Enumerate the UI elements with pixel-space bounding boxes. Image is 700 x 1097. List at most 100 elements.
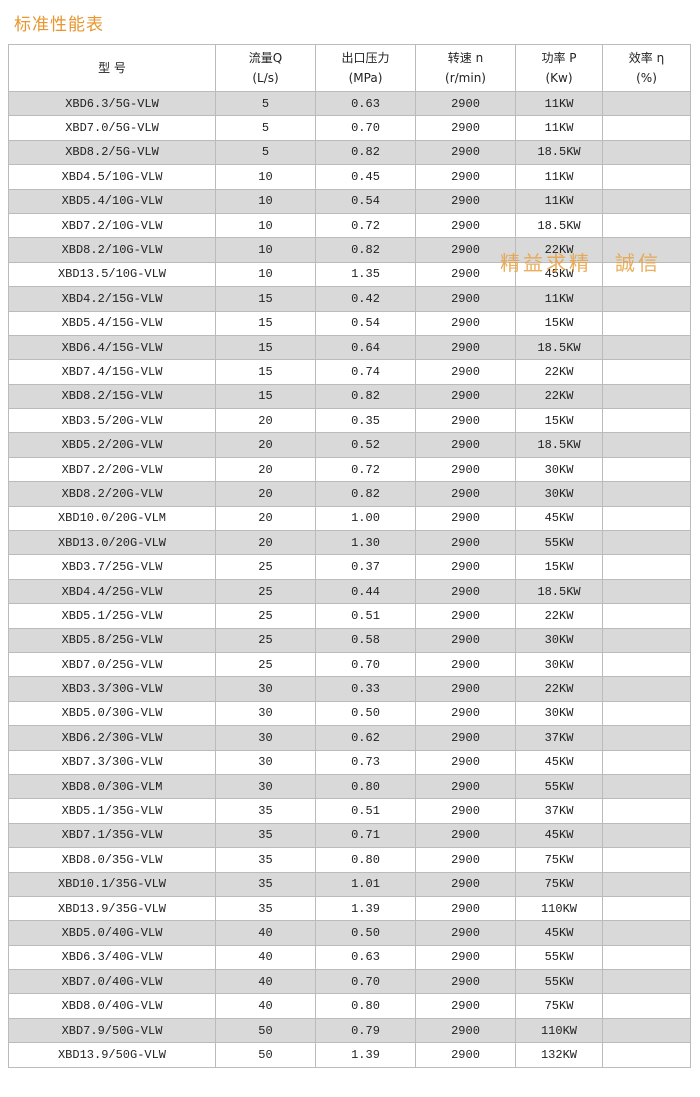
header-text: (Kw): [545, 71, 573, 85]
table-cell: XBD5.1/35G-VLW: [8, 798, 216, 824]
table-cell: 25: [215, 578, 316, 605]
table-cell: XBD5.0/40G-VLW: [8, 920, 216, 946]
table-cell: [602, 798, 691, 824]
table-cell: 30: [215, 700, 316, 727]
table-cell: 0.44: [315, 578, 416, 605]
table-cell: 0.82: [315, 139, 416, 166]
table-cell: 45KW: [515, 920, 603, 946]
table-cell: 35: [215, 822, 316, 849]
table-cell: [602, 334, 691, 361]
table-cell: 2900: [415, 530, 516, 556]
header-text: (r/min): [445, 71, 486, 85]
table-row: XBD7.0/5G-VLW 5 0.70 2900 11KW: [8, 115, 691, 141]
table-cell: 2900: [415, 115, 516, 141]
table-cell: XBD7.0/5G-VLW: [8, 115, 216, 141]
table-cell: 0.33: [315, 676, 416, 702]
table-cell: 22KW: [515, 603, 603, 629]
table-cell: 110KW: [515, 895, 603, 922]
performance-table: 型 号 流量Q (L/s) 出口压力 (MPa) 转速 n (r/min) 功率 P (Kw) 效…: [8, 44, 691, 1068]
table-cell: 0.72: [315, 456, 416, 483]
table-cell: 0.70: [315, 115, 416, 141]
table-cell: 2900: [415, 920, 516, 946]
table-cell: XBD3.3/30G-VLW: [8, 676, 216, 702]
table-cell: 11KW: [515, 188, 603, 214]
header-cell: 功率 P (Kw): [515, 44, 603, 92]
table-row: XBD3.3/30G-VLW 30 0.33 2900 22KW: [8, 676, 691, 702]
table-cell: 10: [215, 261, 316, 288]
table-cell: 37KW: [515, 798, 603, 824]
table-cell: 2900: [415, 188, 516, 214]
table-cell: 11KW: [515, 164, 603, 190]
table-cell: XBD8.2/15G-VLW: [8, 383, 216, 410]
table-cell: 11KW: [515, 286, 603, 312]
table-cell: 20: [215, 505, 316, 532]
table-row: XBD7.2/10G-VLW 10 0.72 2900 18.5KW: [8, 212, 691, 239]
table-row: XBD5.0/30G-VLW 30 0.50 2900 30KW: [8, 700, 691, 727]
table-cell: 22KW: [515, 676, 603, 702]
table-cell: 55KW: [515, 969, 603, 995]
table-cell: 55KW: [515, 530, 603, 556]
table-cell: XBD8.2/10G-VLW: [8, 237, 216, 263]
table-cell: XBD5.2/20G-VLW: [8, 432, 216, 458]
table-cell: 18.5KW: [515, 139, 603, 166]
table-cell: [602, 90, 691, 117]
table-cell: 20: [215, 408, 316, 434]
table-row: XBD5.4/15G-VLW 15 0.54 2900 15KW: [8, 310, 691, 336]
table-cell: 10: [215, 188, 316, 214]
table-cell: 15: [215, 334, 316, 361]
table-cell: XBD8.0/35G-VLW: [8, 847, 216, 873]
table-cell: 22KW: [515, 359, 603, 385]
table-cell: 2900: [415, 847, 516, 873]
table-cell: XBD3.5/20G-VLW: [8, 408, 216, 434]
table-row: XBD13.9/50G-VLW 50 1.39 2900 132KW: [8, 1042, 691, 1068]
table-cell: 35: [215, 871, 316, 897]
table-cell: 25: [215, 603, 316, 629]
table-row: XBD7.1/35G-VLW 35 0.71 2900 45KW: [8, 822, 691, 849]
table-cell: [602, 310, 691, 336]
table-cell: 40: [215, 944, 316, 971]
table-cell: 2900: [415, 334, 516, 361]
table-cell: 2900: [415, 822, 516, 849]
table-cell: [602, 847, 691, 873]
table-cell: 22KW: [515, 237, 603, 263]
table-cell: 35: [215, 847, 316, 873]
table-row: XBD4.5/10G-VLW 10 0.45 2900 11KW: [8, 164, 691, 190]
table-cell: 0.54: [315, 188, 416, 214]
table-cell: XBD8.0/40G-VLW: [8, 993, 216, 1019]
table-cell: 0.58: [315, 627, 416, 653]
table-cell: 30KW: [515, 700, 603, 727]
table-cell: XBD6.3/40G-VLW: [8, 944, 216, 971]
watermark: 精益求精 誠信: [500, 251, 661, 275]
table-cell: 2900: [415, 725, 516, 751]
table-cell: 0.63: [315, 90, 416, 117]
table-cell: 45KW: [515, 749, 603, 775]
table-cell: [602, 1042, 691, 1068]
table-cell: 45KW: [515, 822, 603, 849]
table-cell: 2900: [415, 432, 516, 458]
table-row: XBD5.1/35G-VLW 35 0.51 2900 37KW: [8, 798, 691, 824]
table-cell: 0.70: [315, 651, 416, 678]
table-cell: 2900: [415, 578, 516, 605]
table-row: XBD8.0/35G-VLW 35 0.80 2900 75KW: [8, 847, 691, 873]
table-cell: 11KW: [515, 90, 603, 117]
table-cell: [602, 1017, 691, 1044]
header-text: 效率 η: [628, 51, 665, 65]
table-cell: XBD7.2/10G-VLW: [8, 212, 216, 239]
table-cell: [602, 286, 691, 312]
header-text: 出口压力: [341, 51, 390, 65]
table-cell: 0.52: [315, 432, 416, 458]
table-cell: 2900: [415, 969, 516, 995]
table-cell: XBD7.0/40G-VLW: [8, 969, 216, 995]
table-cell: 45KW: [515, 505, 603, 532]
table-cell: 2900: [415, 676, 516, 702]
table-cell: 20: [215, 481, 316, 507]
table-row: XBD7.9/50G-VLW 50 0.79 2900 110KW: [8, 1017, 691, 1044]
table-cell: 30KW: [515, 456, 603, 483]
table-cell: 2900: [415, 139, 516, 166]
table-cell: 2900: [415, 456, 516, 483]
table-cell: [602, 505, 691, 532]
table-cell: 0.80: [315, 847, 416, 873]
table-cell: 25: [215, 651, 316, 678]
table-cell: 40: [215, 969, 316, 995]
table-cell: [602, 383, 691, 410]
